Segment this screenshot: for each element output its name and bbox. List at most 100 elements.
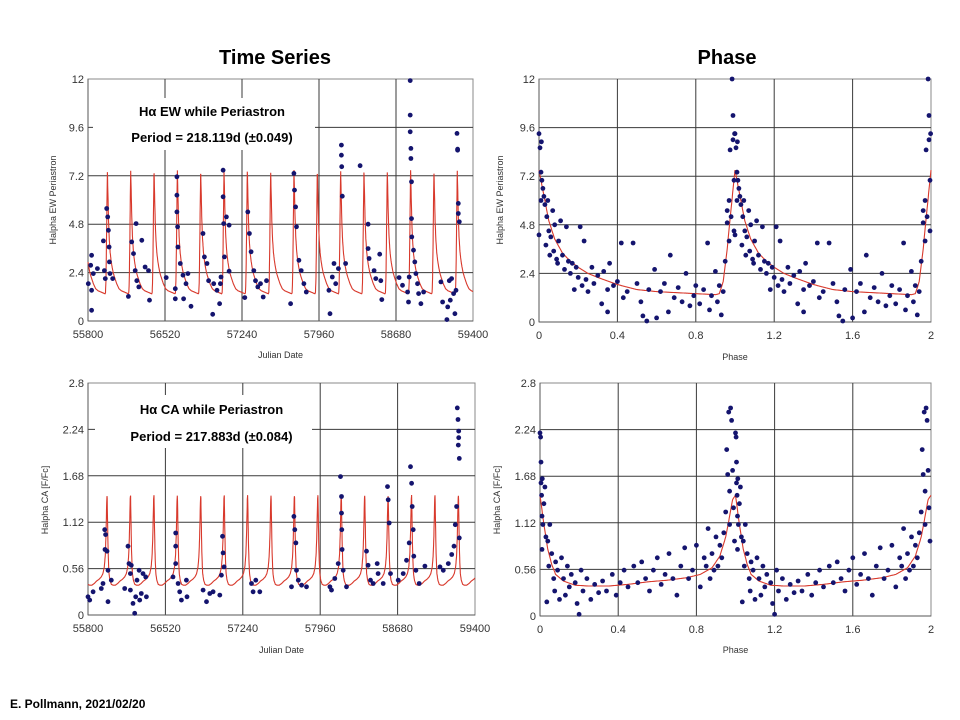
x-tick-label: 0.8: [688, 330, 703, 342]
data-point: [454, 405, 460, 411]
x-tick-label: 57240: [228, 623, 259, 635]
data-point: [893, 584, 899, 590]
data-point: [820, 289, 826, 294]
data-point: [456, 456, 462, 461]
data-point: [444, 317, 450, 322]
data-point: [565, 563, 570, 569]
data-point: [927, 228, 933, 234]
x-tick-label: 0: [536, 330, 542, 342]
data-point: [736, 186, 742, 191]
y-tick-label: 9.6: [69, 122, 84, 134]
data-point: [416, 581, 422, 586]
x-tick-label: 0.4: [610, 330, 625, 342]
data-point: [724, 208, 730, 214]
data-point: [863, 252, 869, 258]
data-point: [546, 228, 552, 234]
data-point: [122, 586, 128, 591]
data-point: [901, 526, 906, 531]
data-point: [923, 147, 929, 153]
data-point: [928, 131, 933, 137]
data-point: [539, 547, 545, 552]
data-point: [709, 551, 715, 556]
data-point: [862, 551, 867, 556]
data-point: [452, 311, 458, 317]
model-curve: [538, 169, 932, 296]
data-point: [869, 592, 875, 598]
data-point: [679, 299, 685, 305]
data-point: [544, 599, 550, 605]
data-point: [783, 597, 789, 602]
data-point: [727, 488, 732, 494]
x-tick-label: 58680: [381, 329, 412, 341]
data-point: [188, 303, 194, 309]
data-point: [105, 214, 111, 220]
data-point: [764, 271, 769, 276]
data-point: [903, 576, 908, 581]
data-point: [918, 258, 924, 264]
data-point: [98, 586, 104, 591]
data-point: [595, 273, 601, 278]
y-tick-label: 12: [72, 74, 84, 86]
data-point: [739, 599, 745, 605]
data-point: [752, 238, 757, 244]
data-point: [539, 476, 545, 482]
data-point: [366, 256, 372, 261]
data-point: [220, 550, 226, 556]
data-point: [634, 281, 640, 286]
data-point: [559, 555, 564, 561]
data-point: [734, 480, 739, 486]
data-point: [769, 264, 775, 270]
data-point: [221, 221, 227, 227]
data-point: [658, 582, 664, 587]
data-point: [725, 472, 731, 477]
data-point: [854, 289, 859, 294]
data-point: [596, 590, 601, 596]
data-point: [734, 492, 740, 498]
data-point: [630, 240, 636, 246]
data-point: [776, 588, 781, 594]
data-point: [102, 276, 108, 281]
data-point: [437, 564, 443, 570]
data-point: [456, 435, 462, 441]
data-point: [568, 572, 574, 577]
data-point: [541, 501, 547, 507]
data-point: [911, 563, 916, 569]
data-points: [537, 405, 933, 617]
data-point: [173, 543, 179, 549]
data-point: [731, 505, 736, 511]
data-point: [340, 567, 346, 573]
ca-phase-chart: 0 0.4 0.8 1.2 1.6 2 0 0.56 1.12 1.68 2.24 2.8 Phase H…: [492, 378, 934, 655]
data-point: [569, 260, 575, 266]
data-point: [729, 418, 734, 423]
data-point: [850, 555, 856, 561]
data-point: [288, 301, 293, 307]
x-axis-label: Julian Date: [258, 350, 303, 360]
data-point: [222, 254, 227, 260]
data-point: [214, 287, 220, 293]
data-point: [748, 559, 754, 565]
data-point: [724, 447, 730, 452]
data-point: [552, 588, 558, 594]
data-point: [449, 276, 454, 281]
data-point: [671, 295, 677, 301]
data-point: [292, 527, 298, 533]
data-point: [90, 589, 96, 595]
data-point: [218, 274, 224, 280]
x-tick-label: 57240: [227, 329, 258, 341]
data-point: [177, 261, 183, 266]
data-point: [566, 258, 571, 264]
data-point: [787, 281, 793, 286]
data-point: [415, 281, 420, 287]
data-point: [599, 301, 605, 307]
data-point: [551, 576, 557, 581]
data-point: [647, 588, 652, 594]
data-point: [867, 295, 873, 301]
data-point: [727, 147, 733, 153]
data-point: [741, 563, 747, 569]
data-point: [743, 252, 749, 258]
data-point: [128, 562, 134, 568]
data-point: [106, 244, 112, 250]
data-point: [455, 201, 461, 206]
data-point: [175, 224, 181, 230]
data-point: [339, 527, 345, 533]
